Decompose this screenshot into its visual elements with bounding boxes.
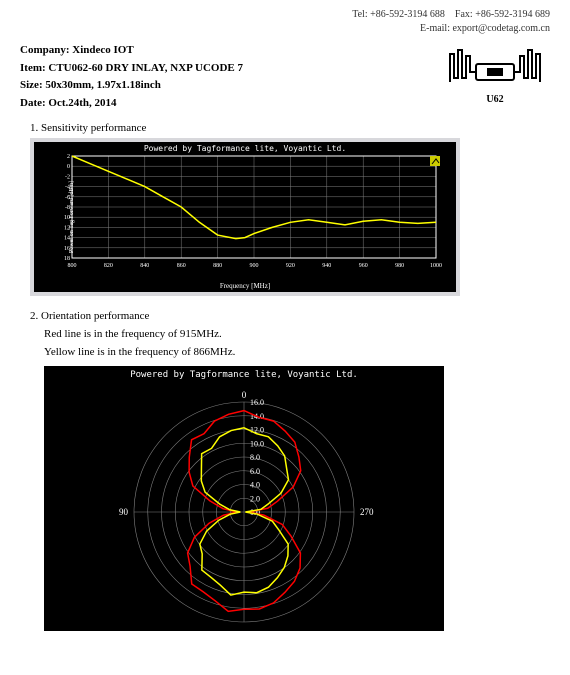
svg-text:-10: -10 <box>64 216 70 222</box>
svg-text:980: 980 <box>395 263 404 269</box>
email: E-mail: export@codetag.com.cn <box>420 23 550 34</box>
contact-block: Tel: +86-592-3194 688 Fax: +86-592-3194 … <box>20 8 550 36</box>
chart1-xlabel: Frequency [MHz] <box>34 282 456 290</box>
svg-text:880: 880 <box>213 263 222 269</box>
svg-text:0: 0 <box>67 165 70 171</box>
svg-text:-2: -2 <box>65 175 70 181</box>
svg-text:960: 960 <box>359 263 368 269</box>
svg-text:920: 920 <box>286 263 295 269</box>
svg-text:90: 90 <box>119 507 129 517</box>
antenna-label: U62 <box>440 94 550 105</box>
date-label: Date: <box>20 97 46 109</box>
item: CTU062-60 DRY INLAY, NXP UCODE 7 <box>48 62 243 74</box>
svg-text:860: 860 <box>177 263 186 269</box>
orientation-chart: Powered by Tagformance lite, Voyantic Lt… <box>44 366 444 631</box>
svg-text:10.0: 10.0 <box>250 439 264 448</box>
svg-text:2: 2 <box>67 154 70 160</box>
svg-text:0: 0 <box>242 390 247 400</box>
legend-red: Red line is in the frequency of 915MHz. <box>44 326 550 344</box>
svg-text:940: 940 <box>322 263 331 269</box>
svg-text:-14: -14 <box>64 236 70 242</box>
svg-text:8.0: 8.0 <box>250 453 260 462</box>
section1-title: 1. Sensitivity performance <box>30 122 550 134</box>
sensitivity-chart-frame: Powered by Tagformance lite, Voyantic Lt… <box>30 138 460 296</box>
svg-text:-6: -6 <box>65 195 70 201</box>
svg-text:16.0: 16.0 <box>250 398 264 407</box>
orientation-chart-frame: Powered by Tagformance lite, Voyantic Lt… <box>44 366 444 631</box>
svg-text:-12: -12 <box>64 226 70 232</box>
svg-text:800: 800 <box>68 263 77 269</box>
company: Xindeco IOT <box>72 44 133 56</box>
antenna-icon: U62 <box>440 42 550 105</box>
svg-text:4.0: 4.0 <box>250 480 260 489</box>
size-label: Size: <box>20 79 43 91</box>
svg-text:6.0: 6.0 <box>250 466 260 475</box>
svg-text:1000: 1000 <box>430 263 442 269</box>
date: Oct.24th, 2014 <box>48 97 116 109</box>
svg-text:820: 820 <box>104 263 113 269</box>
chart2-powered: Powered by Tagformance lite, Voyantic Lt… <box>44 370 444 380</box>
svg-text:-18: -18 <box>64 256 70 262</box>
company-label: Company: <box>20 44 70 56</box>
svg-text:2.0: 2.0 <box>250 494 260 503</box>
meta-block: Company: Xindeco IOT Item: CTU062-60 DRY… <box>20 42 243 112</box>
svg-text:900: 900 <box>250 263 259 269</box>
legend-yellow: Yellow line is in the frequency of 866MH… <box>44 344 550 362</box>
size: 50x30mm, 1.97x1.18inch <box>45 79 161 91</box>
sensitivity-chart: Powered by Tagformance lite, Voyantic Lt… <box>34 142 456 292</box>
svg-text:-4: -4 <box>65 185 70 191</box>
svg-text:840: 840 <box>140 263 149 269</box>
item-label: Item: <box>20 62 46 74</box>
fax: Fax: +86-592-3194 689 <box>455 9 550 20</box>
svg-text:-16: -16 <box>64 246 70 252</box>
svg-text:270: 270 <box>360 507 374 517</box>
svg-text:-8: -8 <box>65 205 70 211</box>
tel: Tel: +86-592-3194 688 <box>352 9 445 20</box>
section2-title: 2. Orientation performance <box>30 310 550 322</box>
chart1-powered: Powered by Tagformance lite, Voyantic Lt… <box>34 144 456 153</box>
